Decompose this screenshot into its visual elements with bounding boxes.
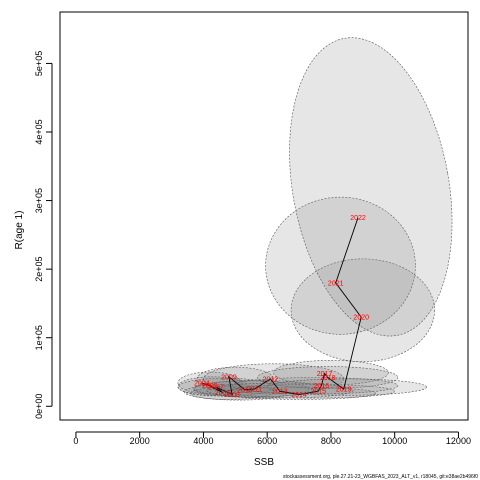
point-label-2006: 2006 [215, 390, 231, 397]
point-label-2012: 2012 [263, 376, 279, 383]
uncertainty-ellipse-2022 [289, 37, 453, 337]
x-tick-label-3: 6000 [257, 436, 277, 446]
y-tick-label-0: 0e+00 [34, 394, 44, 419]
x-tick-label-2: 4000 [193, 436, 213, 446]
point-label-2017: 2017 [317, 371, 333, 378]
uncertainty-ellipse-2019 [266, 378, 427, 396]
point-label-2010: 2010 [237, 387, 253, 394]
trajectory-line [201, 217, 362, 396]
y-tick-label-2: 2e+05 [34, 257, 44, 282]
point-label-2009: 2009 [221, 374, 237, 381]
y-tick-label-3: 3e+05 [34, 188, 44, 213]
y-axis: 0e+00 1e+05 2e+05 3e+05 4e+05 5e+05 [34, 51, 53, 419]
footer-caption: stockassessment.org, ple.27.21-23_WGBFAS… [283, 474, 478, 480]
point-label-2005: 2005 [202, 383, 218, 390]
point-label-2020: 2020 [353, 315, 369, 322]
y-axis-label: R(age 1) [14, 211, 25, 250]
uncertainty-ellipse-2021 [265, 196, 416, 335]
point-label-2022: 2022 [350, 215, 366, 222]
point-label-2015: 2015 [310, 389, 326, 396]
uncertainty-ellipse-2005 [177, 376, 249, 397]
trajectory-line-layer [201, 217, 362, 396]
uncertainty-ellipse-2016 [231, 377, 399, 395]
y-tick-label-5: 5e+05 [34, 51, 44, 76]
point-label-2021: 2021 [328, 280, 344, 287]
uncertainty-ellipse-2020 [290, 258, 435, 363]
point-label-2004: 2004 [194, 380, 210, 387]
x-tick-label-6: 12000 [446, 436, 471, 446]
uncertainty-ellipse-layer [177, 37, 453, 401]
point-label-2011: 2011 [247, 387, 262, 394]
x-tick-label-5: 10000 [382, 436, 407, 446]
point-label-2007: 2007 [208, 385, 224, 392]
point-label-2016: 2016 [314, 383, 330, 390]
point-label-2013: 2013 [272, 389, 288, 396]
y-tick-label-1: 1e+05 [34, 325, 44, 350]
plot-frame [59, 11, 469, 421]
point-label-2018: 2018 [320, 375, 336, 382]
x-axis: 0 2000 4000 6000 8000 10000 12000 [73, 431, 471, 446]
x-axis-label: SSB [254, 457, 274, 468]
point-label-2014: 2014 [291, 392, 307, 399]
point-label-2019: 2019 [336, 387, 352, 394]
point-label-2008: 2008 [224, 392, 240, 399]
y-tick-label-4: 4e+05 [34, 119, 44, 144]
x-tick-label-4: 8000 [321, 436, 341, 446]
x-tick-label-1: 2000 [130, 436, 150, 446]
x-tick-label-0: 0 [73, 436, 78, 446]
uncertainty-ellipse-2007 [177, 377, 274, 397]
